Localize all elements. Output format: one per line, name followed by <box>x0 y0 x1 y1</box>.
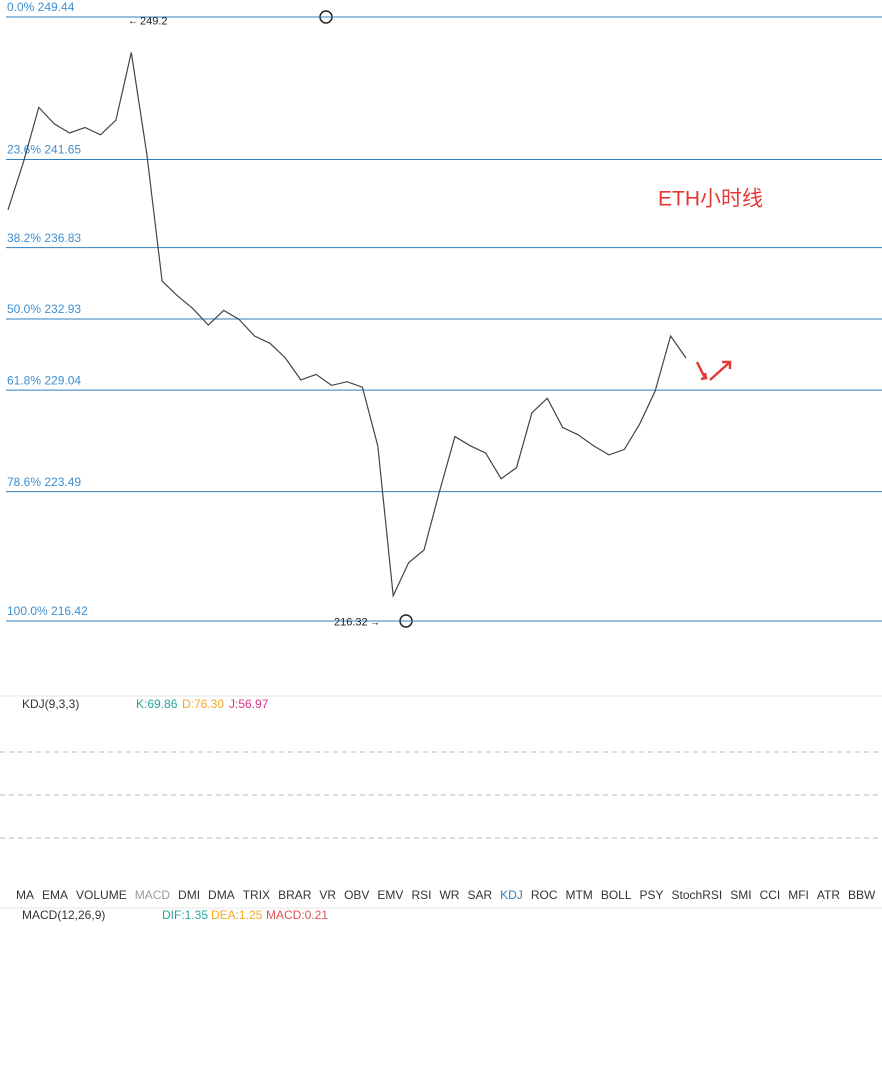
fib-label: 50.0% 232.93 <box>7 302 81 316</box>
indicator-tab[interactable]: StochRSI <box>671 888 723 902</box>
fib-label: 78.6% 223.49 <box>7 475 81 489</box>
indicator-tab[interactable]: SAR <box>467 888 493 902</box>
indicator-tab[interactable]: MTM <box>565 888 593 902</box>
price-line <box>7 52 687 599</box>
indicator-tab[interactable]: SMI <box>730 888 752 902</box>
indicator-tab[interactable]: VOLUME <box>76 888 127 902</box>
indicator-tab[interactable]: MA <box>16 888 34 902</box>
indicator-tab[interactable]: DMA <box>208 888 235 902</box>
indicator-tab[interactable]: ATR <box>816 888 841 902</box>
fib-label: 23.6% 241.65 <box>7 143 81 157</box>
kdj-k: K:69.86 <box>136 697 178 711</box>
indicator-tab[interactable]: BBW <box>848 888 876 902</box>
chart-title: ETH小时线 <box>658 188 763 211</box>
indicator-tab[interactable]: EMV <box>377 888 404 902</box>
arrow-up <box>709 360 732 381</box>
indicator-tab[interactable]: BOLL <box>600 888 632 902</box>
low-label: 216.32 <box>334 617 368 629</box>
macd-dea: DEA:1.25 <box>211 908 263 922</box>
macd-name: MACD(12,26,9) <box>22 908 105 922</box>
indicator-tab[interactable]: RSI <box>411 888 432 902</box>
indicator-tab[interactable]: MFI <box>788 888 809 902</box>
arrow: → <box>370 617 380 628</box>
indicator-tabs: MA EMA VOLUME MACD DMI DMA TRIX BRAR VR OBV EMV RSI… <box>16 888 882 902</box>
kdj-j: J:56.97 <box>229 697 269 711</box>
kdj-name: KDJ(9,3,3) <box>22 697 79 711</box>
high-label: 249.2 <box>140 15 168 27</box>
fib-label: 0.0% 249.44 <box>7 0 75 14</box>
indicator-tab[interactable]: PSY <box>639 888 664 902</box>
fib-label: 100.0% 216.42 <box>7 604 88 618</box>
macd-dif: DIF:1.35 <box>162 908 208 922</box>
indicator-tab[interactable]: DMI <box>178 888 201 902</box>
indicator-tab[interactable]: CCI <box>759 888 781 902</box>
fib-label: 38.2% 236.83 <box>7 231 81 245</box>
fib-label: 61.8% 229.04 <box>7 373 81 387</box>
indicator-tab[interactable]: KDJ <box>500 888 523 902</box>
macd-value: MACD:0.21 <box>266 908 328 922</box>
indicator-tab[interactable]: MACD <box>134 888 171 902</box>
indicator-tab[interactable]: EMA <box>42 888 69 902</box>
arrow-down <box>695 361 708 381</box>
indicator-tab[interactable]: ROC <box>530 888 558 902</box>
indicator-tab[interactable]: BRAR <box>278 888 312 902</box>
indicator-tab[interactable]: VR <box>319 888 337 902</box>
indicator-tab[interactable]: TRIX <box>242 888 271 902</box>
indicator-tab[interactable]: WR <box>439 888 460 902</box>
kdj-d: D:76.30 <box>182 697 224 711</box>
arrow: ← <box>128 16 138 27</box>
indicator-tab[interactable]: OBV <box>344 888 370 902</box>
